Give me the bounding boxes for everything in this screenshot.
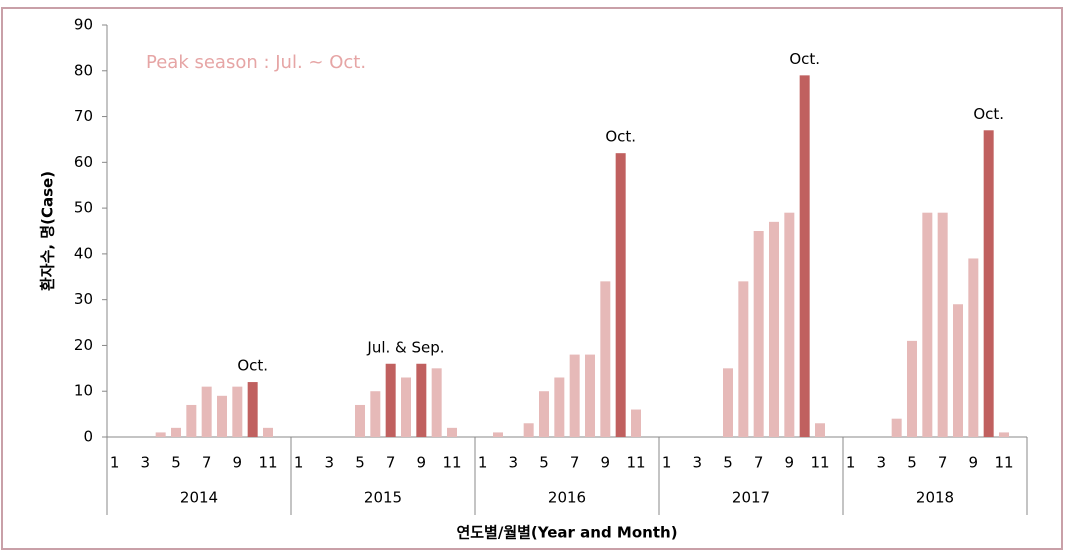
bar-label: Jul. & Sep. [366, 338, 444, 356]
bar [385, 363, 396, 437]
x-tick-label: 1 [110, 454, 120, 472]
x-tick-label: 3 [509, 454, 519, 472]
bar-label: Oct. [789, 50, 820, 68]
x-tick-label: 3 [693, 454, 703, 472]
bar [416, 363, 427, 437]
bar [431, 368, 442, 437]
bar [891, 418, 902, 437]
x-tick-label: 3 [325, 454, 335, 472]
bar [554, 377, 565, 437]
y-tick-label: 90 [74, 16, 93, 34]
bar [615, 153, 626, 437]
x-tick-label: 1 [662, 454, 672, 472]
x-tick-label: 5 [723, 454, 733, 472]
bar [953, 304, 963, 437]
bar [983, 130, 994, 438]
bar [784, 212, 795, 437]
bar [585, 354, 595, 437]
x-tick-label: 7 [570, 454, 580, 472]
x-axis-label: 연도별/월별(Year and Month) [456, 524, 677, 542]
x-tick-label: 7 [202, 454, 212, 472]
bar [600, 281, 611, 437]
bar-label: Oct. [973, 105, 1004, 123]
group-label: 2017 [732, 489, 770, 507]
x-tick-label: 1 [294, 454, 304, 472]
bar [232, 386, 243, 437]
bar [631, 409, 641, 437]
bar [171, 427, 181, 437]
x-tick-label: 3 [141, 454, 151, 472]
x-tick-label: 11 [626, 454, 645, 472]
x-tick-label: 9 [969, 454, 979, 472]
x-tick-label: 11 [258, 454, 277, 472]
x-tick-label: 5 [355, 454, 365, 472]
group-label: 2018 [916, 489, 954, 507]
x-tick-label: 1 [478, 454, 488, 472]
bar [447, 427, 457, 437]
bar [569, 354, 580, 437]
x-tick-label: 9 [785, 454, 795, 472]
bar [723, 368, 733, 437]
y-tick-label: 20 [74, 336, 93, 354]
frame [1, 7, 1063, 550]
bar [753, 231, 764, 437]
bar [155, 432, 166, 437]
bar [186, 404, 197, 437]
bar [968, 258, 979, 437]
bar [937, 212, 948, 437]
group-label: 2016 [548, 489, 586, 507]
x-tick-label: 9 [233, 454, 243, 472]
bar [769, 221, 779, 437]
x-tick-label: 7 [938, 454, 948, 472]
bar [217, 395, 227, 437]
x-tick-label: 5 [907, 454, 917, 472]
annotation: Peak season : Jul. ~ Oct. [146, 52, 366, 73]
x-tick-label: 5 [171, 454, 181, 472]
y-tick-label: 50 [74, 199, 93, 217]
y-axis-label: 환자수, 명(Case) [39, 171, 57, 291]
bar [201, 386, 212, 437]
x-tick-label: 7 [386, 454, 396, 472]
bar-label: Oct. [237, 357, 268, 375]
group-label: 2014 [180, 489, 218, 507]
bar [738, 281, 749, 437]
bar [907, 340, 917, 437]
y-tick-label: 30 [74, 290, 93, 308]
bar [922, 212, 933, 437]
bar [815, 423, 825, 437]
bar-label: Oct. [605, 128, 636, 146]
y-tick-label: 40 [74, 244, 93, 262]
bar [401, 377, 411, 437]
y-tick-label: 10 [74, 382, 93, 400]
bar [539, 391, 549, 437]
bar [799, 75, 810, 437]
y-tick-label: 80 [74, 61, 93, 79]
bar [247, 382, 258, 437]
bar [370, 391, 381, 437]
bar [355, 404, 365, 437]
bar [999, 432, 1009, 437]
x-tick-label: 7 [754, 454, 764, 472]
bar [493, 432, 503, 437]
x-tick-label: 11 [442, 454, 461, 472]
x-tick-label: 11 [994, 454, 1013, 472]
x-tick-label: 1 [846, 454, 856, 472]
bar [523, 423, 534, 437]
x-tick-label: 9 [601, 454, 611, 472]
x-tick-label: 3 [877, 454, 887, 472]
x-tick-label: 9 [417, 454, 427, 472]
bar [263, 427, 273, 437]
group-label: 2015 [364, 489, 402, 507]
y-tick-label: 70 [74, 107, 93, 125]
x-tick-label: 11 [810, 454, 829, 472]
x-tick-label: 5 [539, 454, 549, 472]
y-tick-label: 60 [74, 153, 93, 171]
y-tick-label: 0 [83, 428, 93, 446]
